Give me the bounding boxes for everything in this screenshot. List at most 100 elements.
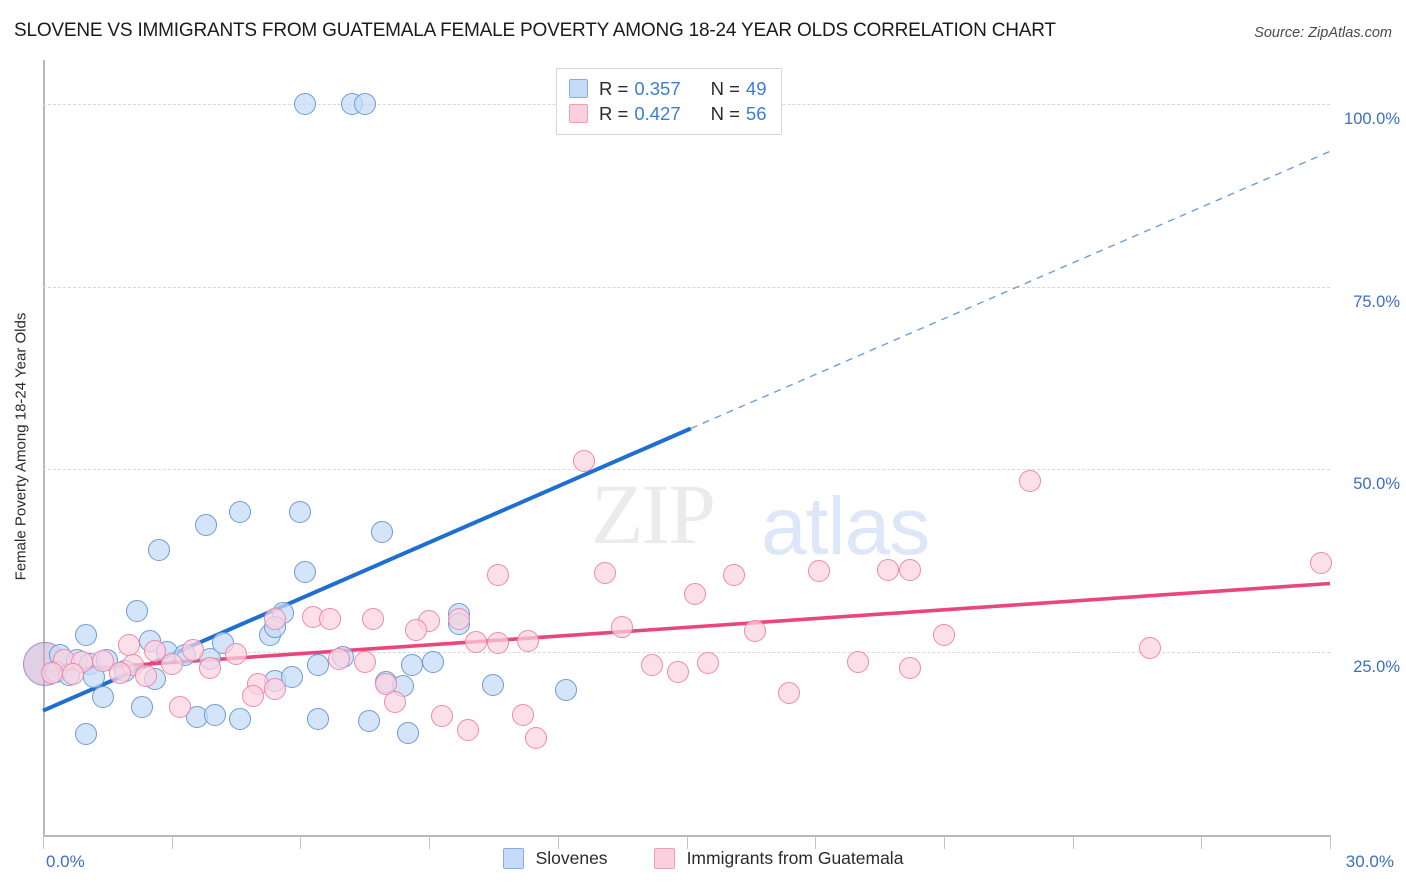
data-point[interactable] (383, 690, 406, 713)
data-point[interactable] (898, 656, 921, 679)
x-axis-tick (171, 836, 173, 849)
data-point[interactable] (92, 649, 115, 672)
data-point[interactable] (280, 666, 303, 689)
data-point[interactable] (74, 723, 97, 746)
stats-row: R = 0.357 N = 49 (569, 76, 767, 101)
data-point[interactable] (611, 615, 634, 638)
legend-item-slovenes[interactable]: Slovenes (502, 848, 608, 869)
data-point[interactable] (199, 656, 222, 679)
data-point[interactable] (684, 582, 707, 605)
data-point[interactable] (456, 718, 479, 741)
data-point[interactable] (898, 559, 921, 582)
data-point[interactable] (195, 514, 218, 536)
data-point[interactable] (396, 721, 419, 744)
stats-n-value-slovenes: 49 (745, 77, 767, 99)
data-point[interactable] (572, 450, 595, 473)
data-point[interactable] (808, 560, 831, 583)
data-point[interactable] (319, 608, 342, 631)
legend-swatch-guatemala (653, 848, 675, 869)
trend-line-dashed-slovenes (690, 150, 1331, 430)
data-point[interactable] (516, 629, 539, 652)
data-point[interactable] (229, 707, 252, 730)
stats-swatch-slovenes (569, 79, 588, 98)
x-axis-tick (943, 836, 945, 849)
data-point[interactable] (362, 608, 385, 631)
data-point[interactable] (512, 704, 535, 727)
x-axis-tick (1201, 836, 1203, 849)
page-title: SLOVENE VS IMMIGRANTS FROM GUATEMALA FEM… (14, 20, 1056, 41)
data-point[interactable] (203, 704, 226, 727)
stats-r-label-slovenes: R = (599, 77, 629, 99)
data-point[interactable] (593, 562, 616, 585)
y-axis-line (43, 60, 45, 836)
data-point[interactable] (289, 500, 312, 523)
data-point[interactable] (62, 663, 85, 686)
data-point[interactable] (555, 679, 578, 702)
data-point[interactable] (109, 661, 132, 684)
data-point[interactable] (92, 685, 115, 708)
data-point[interactable] (353, 650, 376, 673)
data-point[interactable] (263, 608, 286, 631)
data-point[interactable] (370, 520, 393, 543)
data-point[interactable] (143, 639, 166, 662)
data-point[interactable] (117, 633, 140, 656)
data-point[interactable] (486, 563, 509, 586)
data-point[interactable] (486, 631, 509, 654)
data-point[interactable] (430, 704, 453, 727)
data-point[interactable] (242, 685, 265, 708)
y-axis-tick-label: 100.0% (1344, 109, 1400, 128)
data-point[interactable] (225, 643, 248, 666)
data-point[interactable] (147, 538, 170, 561)
trend-line-immigrants-from-guatemala (42, 581, 1331, 674)
stats-n-value-guatemala: 56 (745, 102, 767, 124)
stats-r-label-guatemala: R = (599, 102, 629, 124)
legend-label-slovenes: Slovenes (535, 848, 608, 868)
data-point[interactable] (778, 682, 801, 705)
data-point[interactable] (482, 674, 505, 697)
data-point[interactable] (306, 708, 329, 731)
data-point[interactable] (358, 709, 381, 732)
data-point[interactable] (405, 618, 428, 641)
data-point[interactable] (641, 653, 664, 676)
data-point[interactable] (160, 652, 183, 675)
data-point[interactable] (182, 639, 205, 662)
data-point[interactable] (293, 92, 316, 115)
data-point[interactable] (400, 653, 423, 676)
x-axis-min-label: 0.0% (46, 852, 85, 871)
gridline (43, 652, 1330, 654)
x-axis-tick (815, 836, 817, 849)
y-axis-title-text: Female Poverty Among 18-24 Year Olds (12, 312, 30, 580)
data-point[interactable] (74, 624, 97, 647)
stats-r-value-slovenes: 0.357 (634, 77, 681, 99)
data-point[interactable] (696, 652, 719, 675)
data-point[interactable] (306, 653, 329, 676)
x-axis-tick (557, 836, 559, 849)
data-point[interactable] (932, 624, 955, 647)
data-point[interactable] (229, 500, 252, 523)
data-point[interactable] (263, 677, 286, 700)
data-point[interactable] (40, 662, 63, 685)
data-point[interactable] (328, 647, 350, 670)
data-point[interactable] (353, 92, 376, 115)
data-point[interactable] (130, 696, 153, 719)
legend-label-guatemala: Immigrants from Guatemala (686, 848, 904, 868)
data-point[interactable] (744, 620, 767, 642)
data-point[interactable] (126, 599, 149, 622)
data-point[interactable] (1018, 470, 1041, 493)
data-point[interactable] (666, 660, 689, 683)
data-point[interactable] (1310, 552, 1333, 575)
correlation-stats-box: R = 0.357 N = 49 R = 0.427 N = 56 (556, 68, 782, 135)
data-point[interactable] (448, 608, 471, 631)
data-point[interactable] (525, 727, 548, 750)
data-point[interactable] (422, 651, 445, 674)
data-point[interactable] (722, 564, 745, 587)
data-point[interactable] (847, 651, 870, 674)
data-point[interactable] (169, 696, 192, 719)
data-point[interactable] (293, 560, 316, 583)
y-axis-tick-label: 50.0% (1353, 475, 1400, 494)
stats-swatch-guatemala (569, 104, 588, 123)
legend-item-guatemala[interactable]: Immigrants from Guatemala (653, 848, 904, 869)
data-point[interactable] (134, 664, 157, 687)
data-point[interactable] (1138, 636, 1161, 659)
